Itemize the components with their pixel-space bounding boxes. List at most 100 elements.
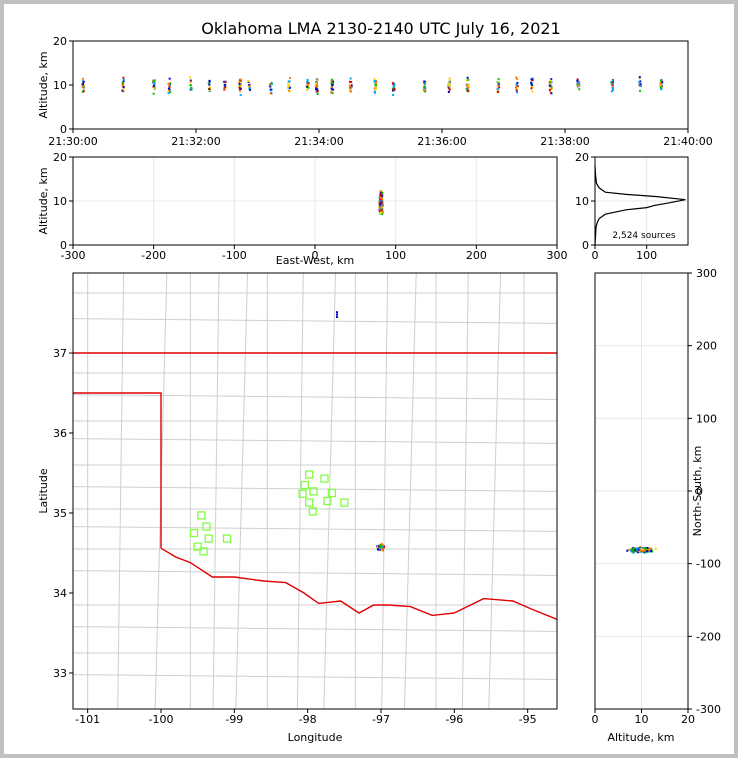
time-height-source-point [391, 89, 394, 92]
ns-y-tick-label: 200 [696, 340, 717, 353]
time-height-source-point [447, 82, 450, 85]
plan-source-point [381, 549, 384, 552]
plan-source-point [376, 548, 379, 551]
county-boundary [73, 674, 557, 680]
time-height-source-point [660, 88, 663, 91]
plan-view-xlabel: Longitude [288, 731, 343, 744]
county-boundary [461, 273, 469, 709]
time-height-source-point [392, 93, 395, 96]
time-height-source-point [374, 84, 377, 87]
time-height-source-point [315, 86, 318, 89]
time-height-source-point [330, 91, 333, 94]
time-height-source-point [515, 84, 518, 87]
time-height-source-point [578, 80, 581, 83]
ew-source-point [379, 210, 382, 213]
ew-x-tick-label: 0 [312, 249, 319, 262]
time-height-source-point [549, 89, 552, 92]
time-height-source-point [349, 77, 352, 80]
ew-source-point [379, 189, 382, 192]
time-height-x-tick-label: 21:32:00 [171, 135, 220, 148]
time-height-source-point [515, 76, 518, 79]
time-height-source-point [330, 85, 333, 88]
ns-y-tick-label: -300 [696, 703, 721, 716]
time-height-source-point [531, 85, 534, 88]
ew-x-tick-label: 100 [385, 249, 406, 262]
time-height-source-point [81, 90, 84, 93]
time-height-source-point [269, 85, 272, 88]
time-height-source-point [287, 84, 290, 87]
lma-station-marker [340, 498, 349, 507]
time-height-source-point [316, 92, 319, 95]
time-height-source-point [550, 87, 553, 90]
time-height-source-point [82, 89, 85, 92]
time-height-source-point [208, 87, 211, 90]
time-height-source-point [152, 84, 155, 87]
plan-x-tick-label: -101 [75, 713, 100, 726]
time-height-source-point [550, 92, 553, 95]
time-height-source-point [121, 81, 124, 84]
ew-source-point [379, 199, 382, 202]
time-height-source-point [287, 85, 290, 88]
time-height-source-point [393, 83, 396, 86]
ew-x-tick-label: 300 [547, 249, 568, 262]
time-height-source-point [307, 86, 310, 89]
plan-outlier-point [336, 316, 338, 318]
ns-source-point [632, 548, 635, 551]
time-height-source-point [424, 89, 427, 92]
time-height-source-point [611, 81, 614, 84]
time-height-source-point [549, 85, 552, 88]
plan-y-tick-label: 36 [53, 427, 67, 440]
time-height-source-point [208, 86, 211, 89]
ns-source-point [644, 547, 647, 550]
time-height-source-point [516, 77, 519, 80]
lma-station-marker [298, 489, 307, 498]
time-height-source-point [331, 80, 334, 83]
time-height-source-point [550, 81, 553, 84]
time-height-y-tick-label: 20 [53, 35, 67, 48]
plan-y-tick-label: 33 [53, 667, 67, 680]
time-height-source-point [530, 83, 533, 86]
ns-source-point [649, 547, 652, 550]
time-height-source-point [121, 83, 124, 86]
time-height-source-point [306, 85, 309, 88]
time-height-source-point [239, 88, 242, 91]
time-height-source-point [515, 83, 518, 86]
time-height-source-point [467, 83, 470, 86]
time-height-source-point [467, 78, 470, 81]
time-height-source-point [548, 88, 551, 91]
time-height-source-point [638, 81, 641, 84]
ns-source-point [650, 547, 653, 550]
time-height-source-point [224, 86, 227, 89]
ew-source-point [380, 200, 383, 203]
time-height-source-point [122, 88, 125, 91]
time-height-source-point [330, 90, 333, 93]
ns-source-point [634, 548, 637, 551]
time-height-source-point [611, 87, 614, 90]
time-height-source-point [423, 82, 426, 85]
ew-x-tick-label: -100 [222, 249, 247, 262]
ns-x-tick-label: 0 [592, 713, 599, 726]
lma-station-marker [199, 547, 208, 556]
ew-source-point [380, 208, 383, 211]
time-height-source-point [249, 88, 252, 91]
lma-station-marker [300, 480, 309, 490]
time-height-source-point [424, 90, 427, 93]
time-height-source-point [578, 84, 581, 87]
ew-source-point [381, 206, 384, 209]
time-height-source-point [167, 89, 170, 92]
ns-source-point [638, 550, 641, 553]
time-height-source-point [639, 89, 642, 92]
time-height-source-point [208, 90, 211, 93]
time-height-source-point [610, 90, 613, 93]
time-height-y-tick-label: 0 [60, 123, 67, 136]
time-height-source-point [248, 85, 251, 88]
time-height-source-point [247, 79, 250, 82]
time-height-source-point [289, 76, 292, 79]
ns-source-point [637, 549, 640, 552]
time-height-source-point [638, 77, 641, 80]
time-height-source-point [610, 83, 613, 86]
hist-y-tick-label: 0 [582, 239, 589, 252]
time-height-source-point [550, 78, 553, 81]
county-boundary [73, 626, 557, 632]
time-height-source-point [530, 87, 533, 90]
